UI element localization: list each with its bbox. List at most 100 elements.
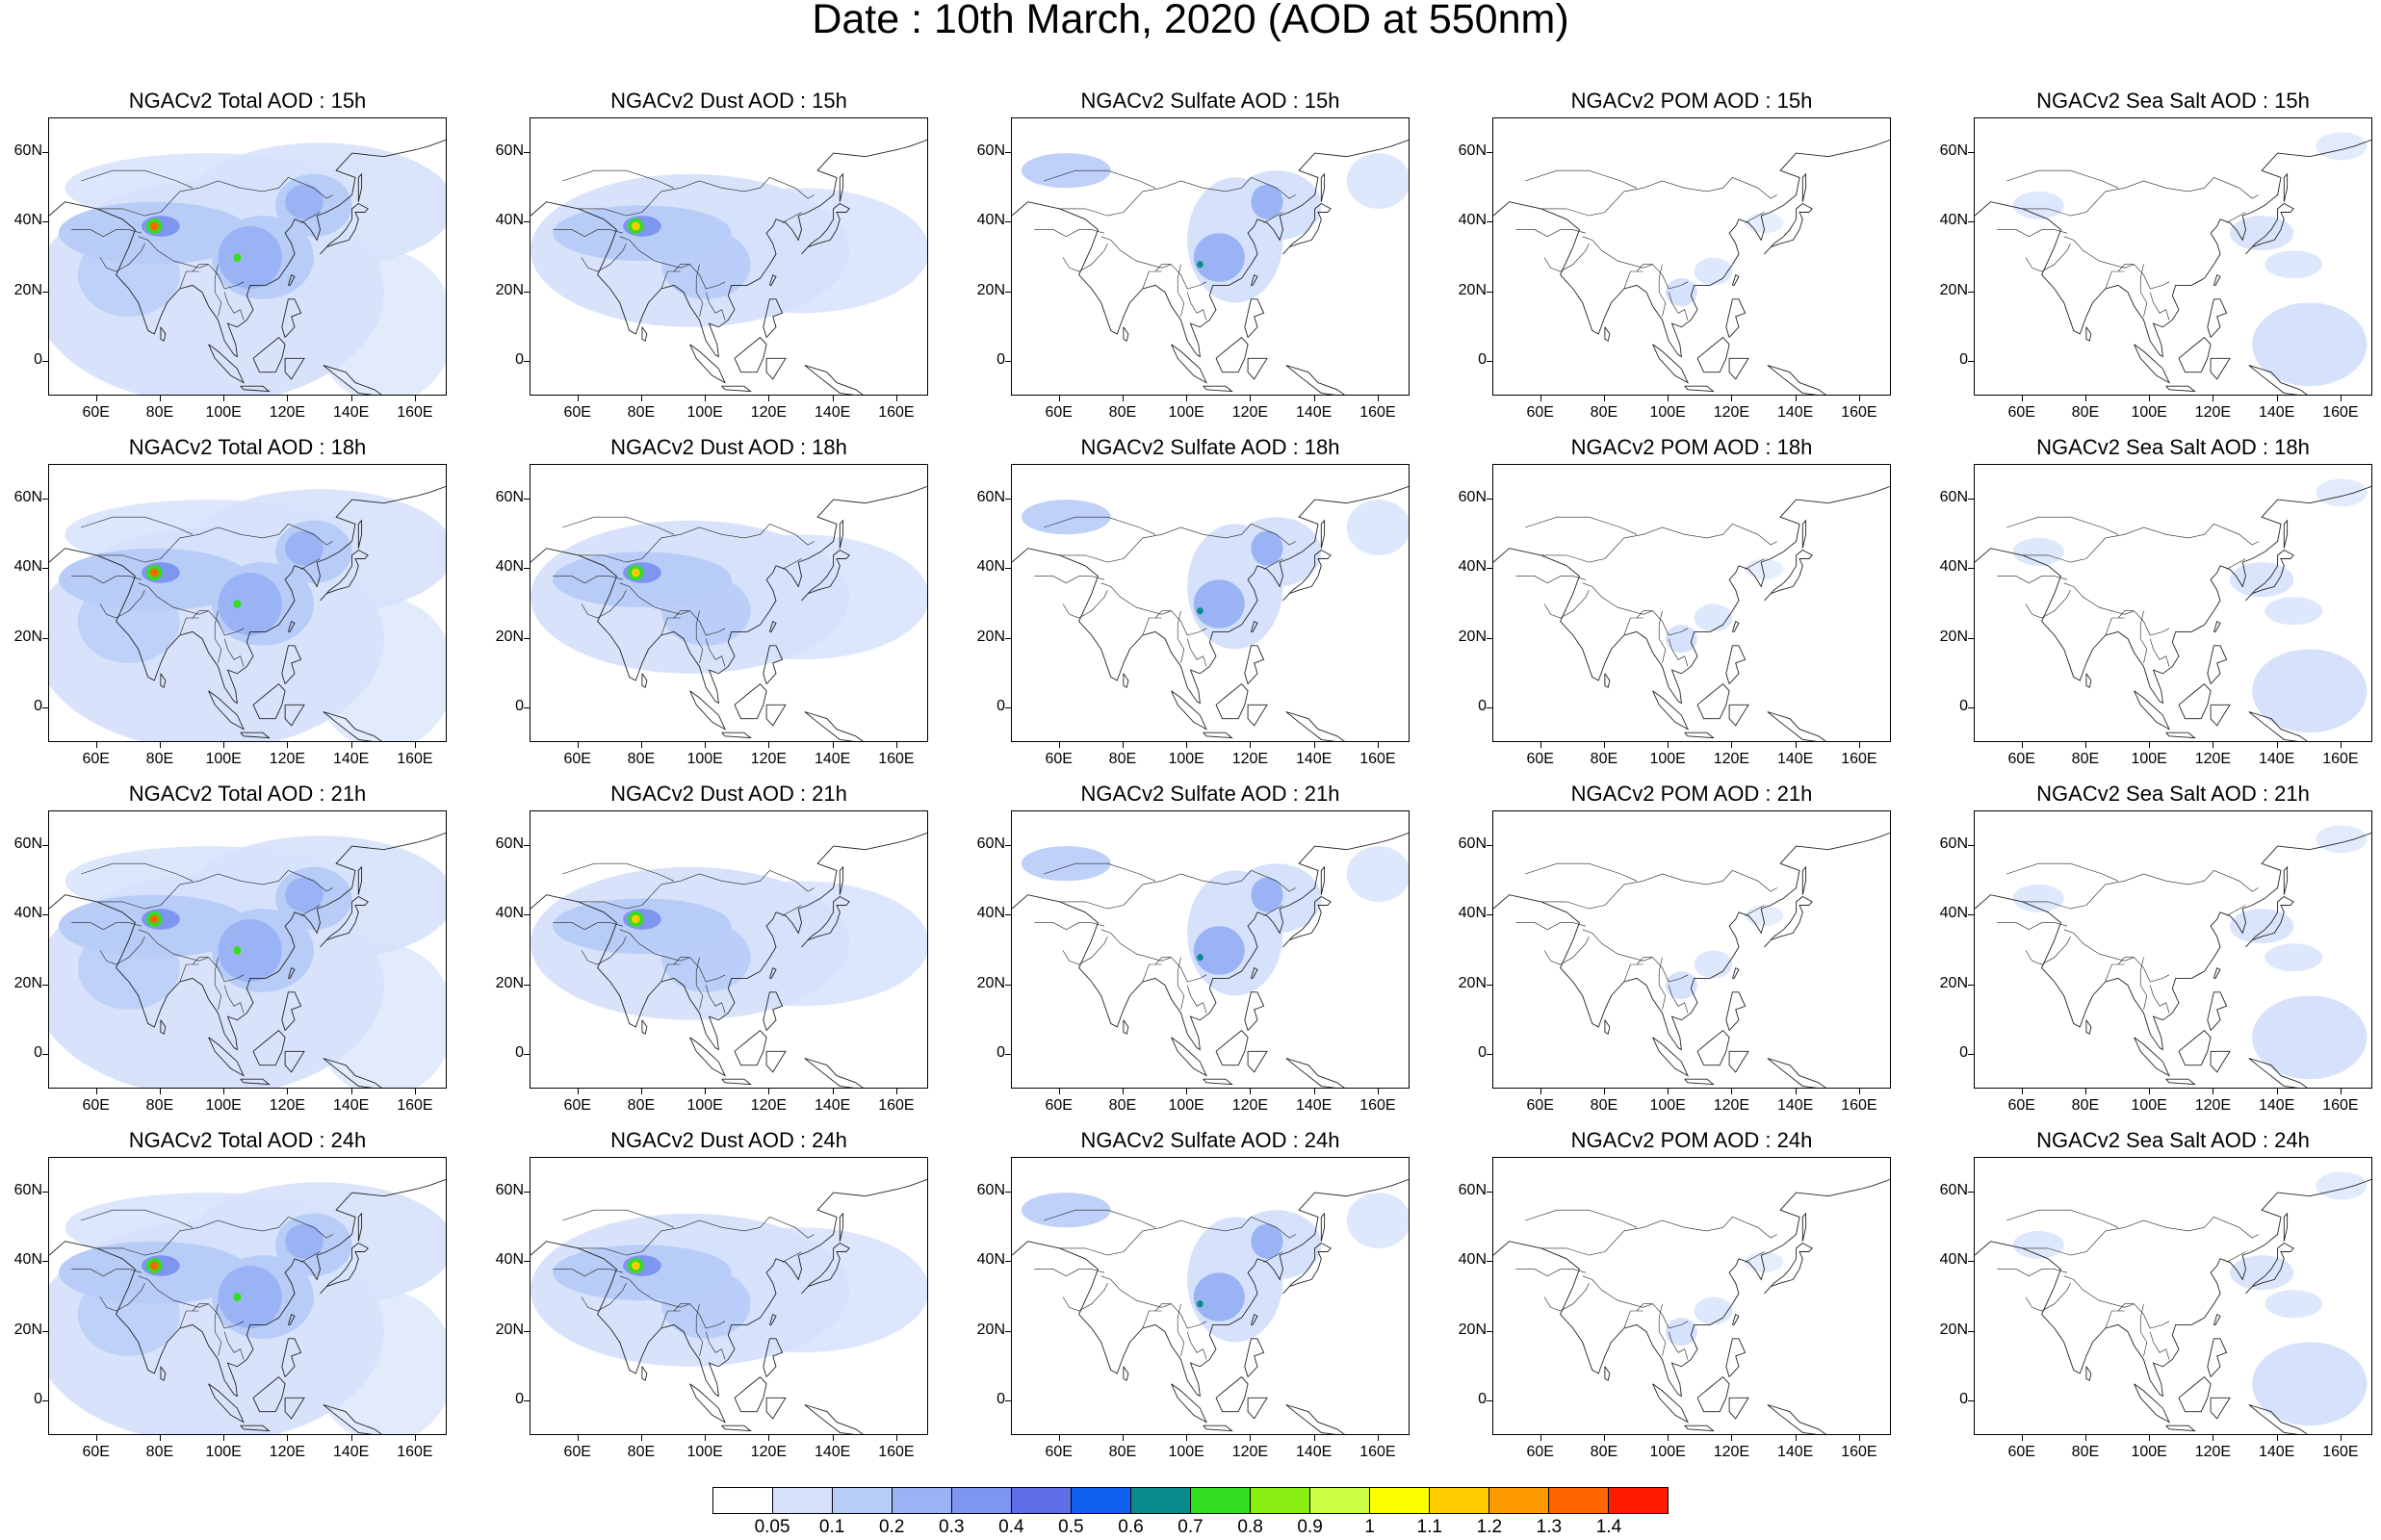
lon-tick-mark xyxy=(1603,1435,1605,1441)
aod-region xyxy=(218,1265,282,1329)
coastline xyxy=(1493,832,1890,1051)
lon-tick-label: 60E xyxy=(2007,404,2035,421)
country-border xyxy=(2006,516,2119,535)
country-border xyxy=(1658,957,1667,1010)
lon-tick-mark xyxy=(832,1435,834,1441)
lat-tick-mark xyxy=(1968,914,1974,916)
map-panel: NGACv2 Sulfate AOD : 18h 60N 40N 20N 0 60E 80E… xyxy=(963,433,1444,780)
coastline xyxy=(2134,344,2170,384)
lon-tick-mark xyxy=(1795,1089,1797,1094)
lat-tick-label: 60N xyxy=(976,835,1005,853)
figure-title: Date : 10th March, 2020 (AOD at 550nm) xyxy=(812,0,1569,42)
lon-tick-label: 140E xyxy=(814,751,851,767)
lat-tick-mark xyxy=(524,637,530,639)
country-border xyxy=(1668,1331,1689,1360)
coastline xyxy=(1767,1058,1826,1088)
lon-tick-label: 120E xyxy=(1231,1444,1269,1460)
lon-tick-mark xyxy=(2149,396,2151,401)
country-border xyxy=(1658,1303,1667,1356)
lon-tick-mark xyxy=(159,742,161,748)
lat-tick-mark xyxy=(1968,1330,1974,1332)
coastline xyxy=(641,326,648,342)
lon-tick-mark xyxy=(95,1089,97,1094)
aod-region xyxy=(1193,926,1245,975)
aod-map xyxy=(1975,478,2371,741)
lat-tick-label: 0 xyxy=(515,350,524,368)
lon-tick-label: 80E xyxy=(145,1444,174,1460)
coastline xyxy=(2178,1029,2212,1066)
coastline xyxy=(839,1212,844,1242)
colorbar-label: 1 xyxy=(1364,1517,1375,1537)
lat-tick-mark xyxy=(42,845,48,847)
coastline xyxy=(2165,385,2196,393)
coastline xyxy=(641,1019,648,1035)
lon-tick-label: 100E xyxy=(2131,751,2167,767)
lat-tick-label: 20N xyxy=(1939,628,1968,645)
lat-tick-mark xyxy=(524,1261,530,1263)
lon-tick-mark xyxy=(895,742,897,748)
country-border xyxy=(1154,957,1172,965)
aod-region xyxy=(149,221,159,231)
lon-tick-label: 160E xyxy=(2322,751,2359,767)
lon-tick-label: 80E xyxy=(1108,1444,1137,1460)
lon-tick-mark xyxy=(1377,1089,1379,1094)
lon-tick-label: 80E xyxy=(1108,1097,1137,1114)
country-border xyxy=(581,936,627,965)
country-border xyxy=(2105,270,2125,290)
lon-tick-label: 140E xyxy=(1776,1097,1814,1114)
aod-region xyxy=(1193,1272,1245,1322)
country-border xyxy=(1658,264,1667,317)
lon-tick-label: 60E xyxy=(2007,751,2035,767)
lat-tick-mark xyxy=(42,637,48,639)
coastline xyxy=(208,344,245,384)
lon-tick-label: 100E xyxy=(1649,1097,1686,1114)
country-border xyxy=(660,1310,681,1329)
lon-tick-label: 60E xyxy=(563,404,591,421)
lon-tick-mark xyxy=(1858,742,1860,748)
aod-region xyxy=(233,253,242,262)
lon-tick-label: 100E xyxy=(205,751,242,767)
coastline xyxy=(763,298,784,338)
coastline xyxy=(1123,1366,1129,1381)
coastline xyxy=(801,1242,850,1295)
coastline xyxy=(252,682,286,720)
coastline xyxy=(2165,732,2196,739)
lon-tick-mark xyxy=(1250,1089,1252,1094)
country-border xyxy=(2063,236,2170,290)
coastline xyxy=(320,895,369,948)
coastline xyxy=(1493,139,1890,358)
lon-tick-mark xyxy=(1731,1435,1733,1441)
coastline xyxy=(160,1366,167,1381)
country-border xyxy=(1515,576,1587,584)
aod-map xyxy=(49,485,446,741)
lat-tick-mark xyxy=(1005,499,1011,500)
lon-tick-label: 80E xyxy=(1590,1444,1618,1460)
lon-tick-label: 140E xyxy=(2258,1444,2295,1460)
map-panel: NGACv2 Total AOD : 15h 60N 40N 20N 0 60E 80E 10… xyxy=(0,87,481,433)
lat-tick-mark xyxy=(524,152,530,154)
country-border xyxy=(695,957,704,1010)
country-border xyxy=(71,229,142,238)
coastline xyxy=(1696,682,1730,720)
lon-tick-label: 80E xyxy=(1590,1097,1618,1114)
lon-tick-mark xyxy=(2276,1089,2278,1094)
country-border xyxy=(2063,929,2170,983)
lat-tick-label: 0 xyxy=(996,697,1005,714)
country-border xyxy=(1186,1331,1207,1360)
colorbar-swatch xyxy=(1489,1488,1549,1513)
lon-tick-mark xyxy=(1250,742,1252,748)
country-border xyxy=(1623,617,1643,636)
country-border xyxy=(2139,264,2148,317)
country-border xyxy=(578,870,815,910)
coastline xyxy=(804,711,864,741)
lon-tick-mark xyxy=(1313,396,1315,401)
coastline xyxy=(689,690,726,731)
coastline xyxy=(2245,549,2294,602)
lon-tick-label: 140E xyxy=(332,751,370,767)
lon-tick-mark xyxy=(95,396,97,401)
coastline xyxy=(281,991,302,1031)
lat-tick-label: 60N xyxy=(976,142,1005,160)
coastline xyxy=(768,620,777,632)
lon-tick-mark xyxy=(1186,1089,1188,1094)
coastline xyxy=(208,1037,245,1077)
